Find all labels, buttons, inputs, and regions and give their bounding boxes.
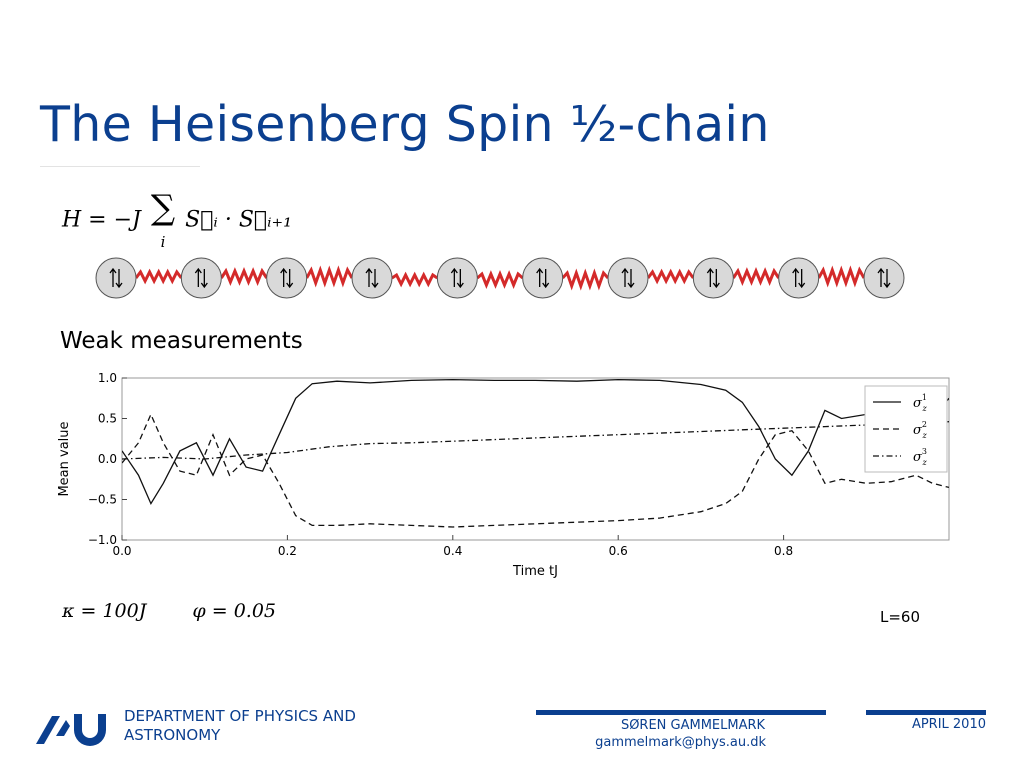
spin-bond bbox=[817, 265, 866, 288]
spin-up-arrow-icon bbox=[792, 267, 800, 287]
author-name: Søren Gammelmark bbox=[620, 718, 766, 733]
series-line-3 bbox=[122, 421, 949, 460]
spin-site-circle bbox=[266, 257, 308, 299]
slide-title: The Heisenberg Spin ½-chain bbox=[40, 96, 770, 153]
chart-legend: σ1 z σ2 z σ3 z bbox=[864, 385, 948, 473]
spin-up-arrow-icon bbox=[877, 267, 885, 287]
spin-site bbox=[180, 257, 222, 299]
spin-site bbox=[266, 257, 308, 299]
spin-bond bbox=[220, 267, 268, 286]
spin-site-circle bbox=[522, 257, 564, 299]
department-name: Department of Physics and Astronomy bbox=[124, 707, 356, 744]
y-axis-label: Mean value bbox=[57, 421, 72, 496]
spin-up-arrow-icon bbox=[109, 267, 117, 287]
x-tick-label: 0.2 bbox=[278, 544, 297, 558]
footer-bar-author bbox=[536, 710, 826, 715]
subheading: Weak measurements bbox=[60, 328, 303, 354]
legend-label: σ2 z bbox=[913, 420, 927, 440]
spin-bond bbox=[646, 268, 695, 285]
spin-down-arrow-icon bbox=[798, 269, 806, 289]
spin-site bbox=[607, 257, 649, 299]
y-tick-label: −0.5 bbox=[88, 493, 117, 507]
spin-bond bbox=[305, 265, 354, 288]
x-tick-label: 0.8 bbox=[774, 544, 793, 558]
sum-index: i bbox=[160, 233, 166, 251]
legend-label: σ1 z bbox=[913, 393, 927, 413]
spin-site-circle bbox=[692, 257, 734, 299]
spin-up-arrow-icon bbox=[536, 267, 544, 287]
spin-site-circle bbox=[95, 257, 137, 299]
hamiltonian-lhs: H = −J bbox=[62, 207, 141, 233]
spin-down-arrow-icon bbox=[627, 269, 635, 289]
series-line-2 bbox=[122, 412, 949, 528]
spin-bond bbox=[134, 268, 183, 285]
spin-site bbox=[522, 257, 564, 299]
spin-down-arrow-icon bbox=[883, 269, 891, 289]
spin-bond bbox=[476, 270, 524, 289]
spin-site bbox=[692, 257, 734, 299]
spin-site bbox=[351, 257, 393, 299]
phi-parameter: φ = 0.05 bbox=[192, 600, 276, 622]
series-line-1 bbox=[122, 378, 949, 506]
parameters: κ = 100J φ = 0.05 bbox=[62, 600, 276, 622]
chain-length-label: L=60 bbox=[880, 608, 921, 626]
sum-operator: ∑ i bbox=[151, 188, 175, 253]
spin-site bbox=[436, 257, 478, 299]
spin-site-circle bbox=[863, 257, 905, 299]
spin-bond bbox=[561, 268, 610, 291]
spin-site-circle bbox=[436, 257, 478, 299]
spin-site-circle bbox=[180, 257, 222, 299]
spin-site-circle bbox=[607, 257, 649, 299]
hamiltonian-term: S⃗ᵢ · S⃗ᵢ₊₁ bbox=[185, 207, 292, 233]
legend-label: σ3 z bbox=[913, 447, 927, 467]
spin-site bbox=[778, 257, 820, 299]
plot-frame bbox=[121, 377, 950, 541]
footer-bar-date bbox=[866, 710, 986, 715]
spin-bond bbox=[391, 271, 439, 288]
spin-down-arrow-icon bbox=[371, 269, 379, 289]
y-tick-label: 0.0 bbox=[98, 452, 117, 466]
spin-up-arrow-icon bbox=[280, 267, 288, 287]
spin-up-arrow-icon bbox=[621, 267, 629, 287]
spin-down-arrow-icon bbox=[286, 269, 294, 289]
x-tick-label: 0.6 bbox=[609, 544, 628, 558]
spin-up-arrow-icon bbox=[365, 267, 373, 287]
author-email: gammelmark@phys.au.dk bbox=[595, 735, 766, 750]
y-tick-label: −1.0 bbox=[88, 533, 117, 547]
spin-down-arrow-icon bbox=[542, 269, 550, 289]
spin-down-arrow-icon bbox=[200, 269, 208, 289]
spin-bond bbox=[732, 267, 780, 286]
spin-up-arrow-icon bbox=[706, 267, 714, 287]
y-tick-label: 0.5 bbox=[98, 412, 117, 426]
x-tick-label: 0.0 bbox=[112, 544, 131, 558]
presentation-date: April 2010 bbox=[911, 717, 986, 732]
spin-down-arrow-icon bbox=[456, 269, 464, 289]
spin-down-arrow-icon bbox=[115, 269, 123, 289]
x-tick-label: 0.4 bbox=[443, 544, 462, 558]
spin-site bbox=[863, 257, 905, 299]
spin-up-arrow-icon bbox=[450, 267, 458, 287]
spin-site bbox=[95, 257, 137, 299]
spin-chain-diagram bbox=[95, 257, 905, 299]
sum-symbol: ∑ bbox=[150, 188, 176, 228]
hamiltonian-equation: H = −J ∑ i S⃗ᵢ · S⃗ᵢ₊₁ bbox=[62, 188, 292, 253]
au-logo-icon bbox=[36, 714, 106, 746]
spin-down-arrow-icon bbox=[712, 269, 720, 289]
y-tick-label: 1.0 bbox=[98, 371, 117, 385]
spin-up-arrow-icon bbox=[194, 267, 202, 287]
spin-site-circle bbox=[351, 257, 393, 299]
kappa-parameter: κ = 100J bbox=[62, 600, 147, 622]
title-divider bbox=[40, 166, 200, 167]
x-axis-label: Time tJ bbox=[512, 564, 558, 579]
spin-site-circle bbox=[778, 257, 820, 299]
